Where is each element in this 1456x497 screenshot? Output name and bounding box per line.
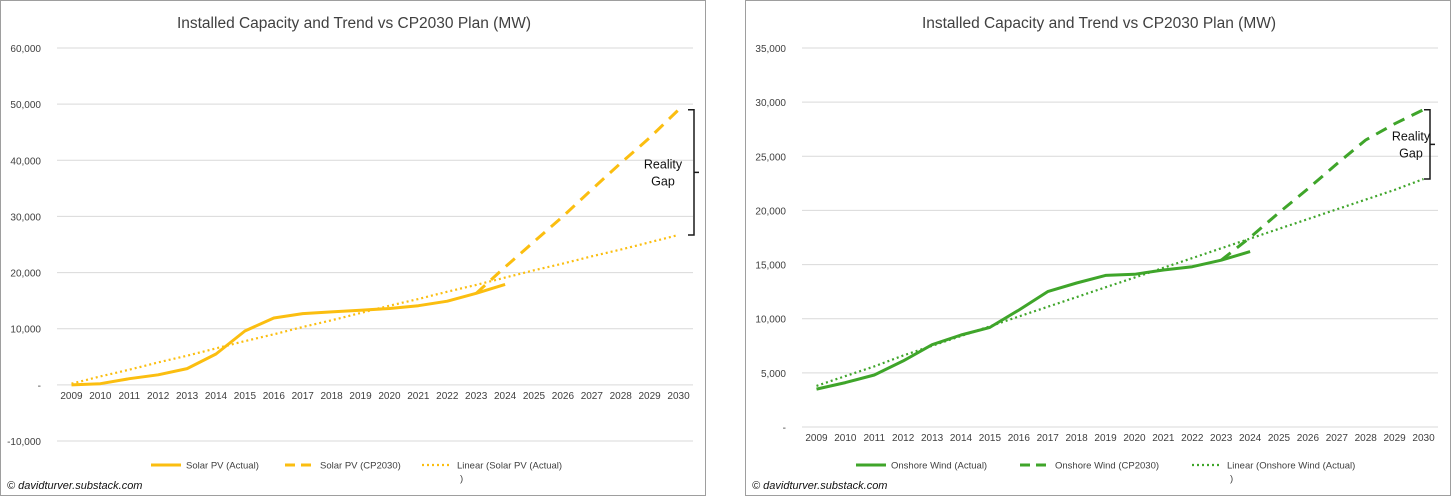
x-tick-label: 2010 [834,433,857,444]
reality-gap-label: Reality [644,157,683,171]
x-tick-label: 2011 [119,391,141,402]
x-tick-label: 2016 [263,391,286,402]
x-tick-label: 2022 [436,391,459,402]
x-tick-label: 2030 [667,391,690,402]
x-tick-label: 2018 [321,391,344,402]
x-tick-label: 2019 [349,391,372,402]
x-tick-label: 2019 [1094,433,1117,444]
x-tick-label: 2027 [581,391,604,402]
x-tick-label: 2024 [1239,433,1262,444]
x-tick-label: 2014 [950,433,973,444]
y-tick-label: 15,000 [755,261,786,272]
reality-gap-bracket [1424,108,1435,180]
x-tick-label: 2026 [1297,433,1320,444]
solar-chart: Installed Capacity and Trend vs CP2030 P… [7,15,699,485]
credit-text: © davidturver.substack.com [752,480,888,492]
wind-chart: Installed Capacity and Trend vs CP2030 P… [755,15,1438,485]
x-tick-label: 2025 [1268,433,1291,444]
x-tick-label: 2010 [89,391,112,402]
legend-label: Onshore Wind (Actual) [891,461,987,472]
x-tick-label: 2009 [805,433,828,444]
x-tick-label: 2021 [1152,433,1175,444]
x-tick-label: 2025 [523,391,546,402]
x-tick-label: 2018 [1066,433,1089,444]
solar-series-solid-line [71,282,506,387]
credit-text: © davidturver.substack.com [7,480,143,492]
solar-series-dashed-line [475,108,680,295]
x-tick-label: 2028 [1355,433,1378,444]
x-tick-label: 2021 [407,391,430,402]
x-tick-label: 2023 [1210,433,1233,444]
legend-label: Linear (Solar PV (Actual) [457,461,562,472]
y-tick-label: 50,000 [10,100,41,111]
x-tick-label: 2016 [1008,433,1031,444]
x-tick-label: 2013 [921,433,944,444]
reality-gap-label: Reality [1392,129,1431,143]
x-tick-label: 2012 [147,391,170,402]
x-tick-label: 2015 [979,433,1002,444]
wind-series-dotted-line [816,177,1424,387]
x-tick-label: 2030 [1412,433,1435,444]
x-tick-label: 2027 [1326,433,1349,444]
y-tick-label: 10,000 [10,325,41,336]
x-tick-label: 2029 [1384,433,1407,444]
x-tick-label: 2012 [892,433,915,444]
x-tick-label: 2013 [176,391,199,402]
reality-gap-label: Gap [1399,146,1423,160]
x-tick-label: 2022 [1181,433,1204,444]
x-tick-label: 2023 [465,391,488,402]
x-tick-label: 2017 [292,391,315,402]
reality-gap-bracket [688,109,699,236]
y-tick-label: 40,000 [10,156,41,167]
legend-label: Linear (Onshore Wind (Actual) [1227,461,1355,472]
y-tick-label: - [783,423,786,434]
y-tick-label: 10,000 [755,315,786,326]
y-tick-label: 20,000 [755,206,786,217]
y-tick-label: 30,000 [755,98,786,109]
y-tick-label: 35,000 [755,44,786,55]
y-tick-label: 25,000 [755,152,786,163]
x-tick-label: 2020 [378,391,401,402]
x-tick-label: 2015 [234,391,257,402]
legend-label: Solar PV (CP2030) [320,461,401,472]
x-tick-label: 2009 [60,391,83,402]
y-tick-label: 20,000 [10,269,41,280]
y-tick-label: 5,000 [761,369,786,380]
legend-label: ) [1230,474,1233,485]
reality-gap-label: Gap [651,174,675,188]
y-tick-label: -10,000 [7,437,41,448]
wind-series-dashed-line [1220,108,1425,262]
x-tick-label: 2026 [552,391,575,402]
chart-title: Installed Capacity and Trend vs CP2030 P… [177,15,531,32]
x-tick-label: 2014 [205,391,228,402]
chart-panel-wind: Installed Capacity and Trend vs CP2030 P… [745,0,1451,496]
x-tick-label: 2029 [639,391,662,402]
x-tick-label: 2024 [494,391,517,402]
legend-label: Solar PV (Actual) [186,461,259,472]
wind-series-solid-line [816,250,1251,391]
x-tick-label: 2020 [1123,433,1146,444]
chart-title: Installed Capacity and Trend vs CP2030 P… [922,15,1276,32]
x-tick-label: 2017 [1037,433,1060,444]
x-tick-label: 2011 [864,433,886,444]
solar-series-dotted-line [71,233,679,385]
y-tick-label: 30,000 [10,212,41,223]
y-tick-label: - [38,381,41,392]
legend-label: ) [460,474,463,485]
y-tick-label: 60,000 [10,44,41,55]
chart-panel-solar: Installed Capacity and Trend vs CP2030 P… [0,0,706,496]
legend-label: Onshore Wind (CP2030) [1055,461,1159,472]
x-tick-label: 2028 [610,391,633,402]
